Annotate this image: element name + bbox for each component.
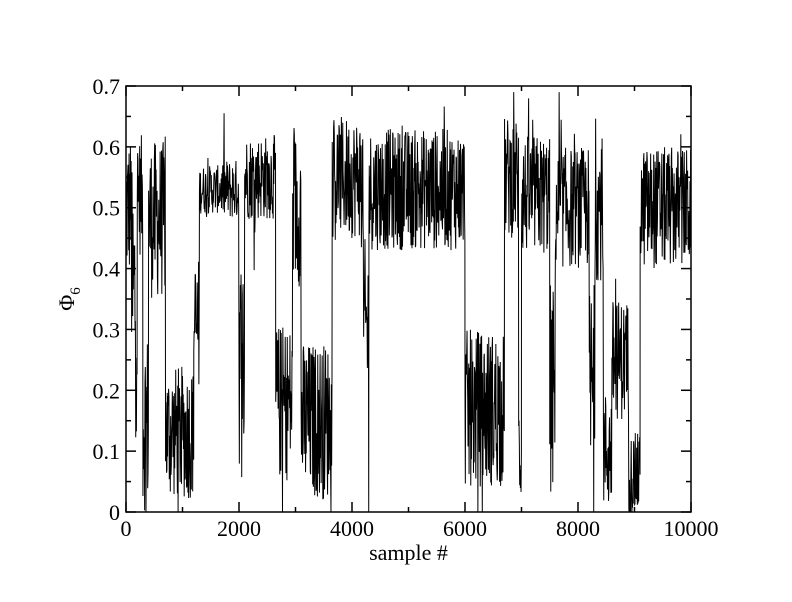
- axis-ticks: 0 2000 4000 6000 8000 10000 0 0.1 0.2 0.3 0.4 0.5 0.…: [93, 74, 719, 541]
- y-tick-label: 0.5: [93, 196, 121, 221]
- plot-area: [126, 92, 691, 512]
- y-axis-label-symbol: Φ: [54, 295, 79, 311]
- x-axis-label: sample #: [369, 540, 448, 565]
- x-tick-label: 0: [121, 516, 132, 541]
- y-axis-label: Φ6: [54, 287, 84, 311]
- x-tick-label: 6000: [443, 516, 487, 541]
- y-tick-label: 0: [109, 500, 120, 525]
- y-tick-label: 0.7: [93, 74, 121, 99]
- y-tick-label: 0.2: [93, 378, 121, 403]
- series-line-0: [126, 92, 691, 512]
- x-tick-label: 8000: [556, 516, 600, 541]
- x-tick-label: 10000: [664, 516, 719, 541]
- x-tick-label: 4000: [330, 516, 374, 541]
- y-tick-label: 0.3: [93, 317, 121, 342]
- y-tick-label: 0.6: [93, 135, 121, 160]
- y-tick-label: 0.4: [93, 257, 121, 282]
- x-tick-label: 2000: [217, 516, 261, 541]
- y-tick-label: 0.1: [93, 439, 121, 464]
- y-axis-label-subscript: 6: [68, 287, 84, 295]
